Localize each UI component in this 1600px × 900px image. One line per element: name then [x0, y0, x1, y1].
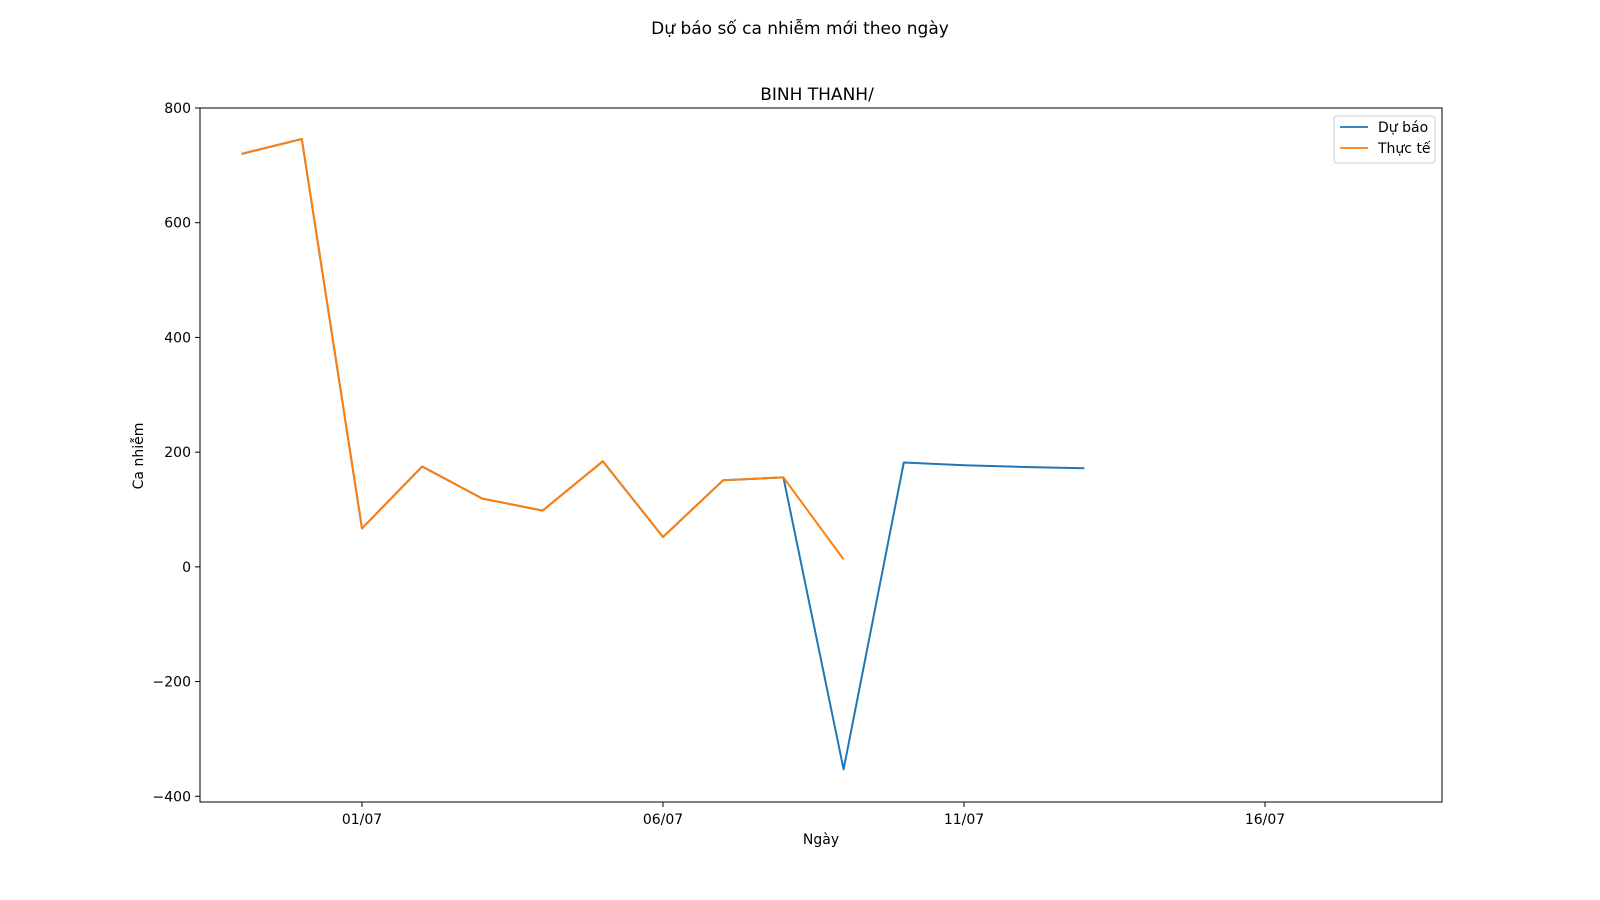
- y-tick-label: −200: [153, 675, 191, 691]
- plot-frame: [199, 107, 1443, 803]
- legend-label-actual: Thực tế: [1377, 140, 1431, 157]
- x-tick-label: 16/07: [1245, 812, 1285, 828]
- x-axis-label: Ngày: [803, 832, 839, 848]
- y-tick-label: 600: [164, 216, 191, 232]
- y-axis-label: Ca nhiễm: [130, 423, 147, 490]
- y-axis: 800 600 400 200 0 −200 −400: [153, 101, 200, 805]
- chart-title: BINH THANH/: [760, 85, 874, 105]
- plot-lines: [241, 138, 1085, 771]
- legend-label-forecast: Dự báo: [1378, 120, 1428, 136]
- chart-suptitle: Dự báo số ca nhiễm mới theo ngày: [651, 18, 949, 39]
- y-tick-label: 800: [164, 101, 191, 117]
- x-tick-label: 06/07: [643, 812, 683, 828]
- x-axis: 01/07 06/07 11/07 16/07: [342, 802, 1285, 828]
- y-tick-label: 200: [164, 445, 191, 461]
- y-tick-label: 0: [182, 560, 191, 576]
- y-tick-label: −400: [153, 789, 191, 805]
- y-tick-label: 400: [164, 330, 191, 346]
- x-tick-label: 01/07: [342, 812, 382, 828]
- legend: Dự báo Thực tế: [1333, 115, 1436, 164]
- x-tick-label: 11/07: [944, 812, 984, 828]
- actual-line: [241, 138, 845, 560]
